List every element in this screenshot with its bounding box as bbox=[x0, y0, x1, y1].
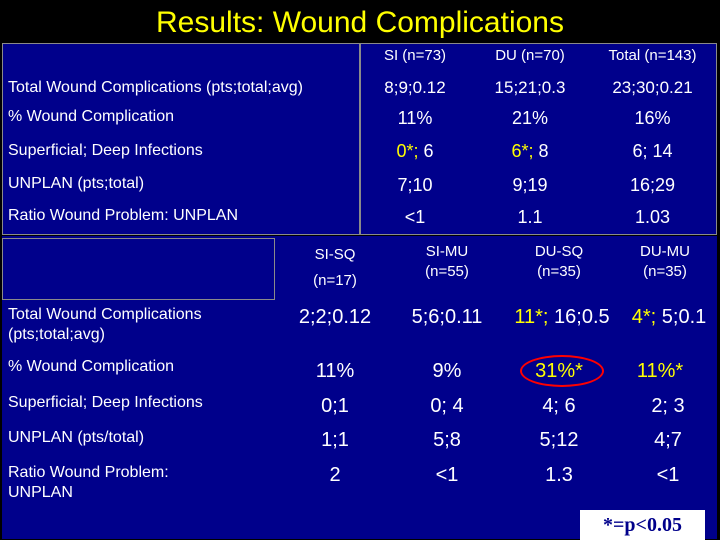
row-label-infections: Superficial; Deep Infections bbox=[8, 394, 203, 411]
cell-du-mu-pct: 11%* bbox=[636, 360, 684, 382]
header-name: SI-SQ bbox=[314, 246, 356, 263]
cell-du-sq-unplan: 5;12 bbox=[539, 429, 579, 451]
cell-si-ratio: <1 bbox=[404, 207, 426, 227]
cell-si-sq-unplan: 1;1 bbox=[321, 429, 349, 451]
cell-du-sq-total: 11*; 16;0.5 bbox=[504, 306, 620, 329]
header-si-sq: SI-SQ (n=17) bbox=[280, 242, 390, 294]
header-name: DU-MU bbox=[640, 243, 690, 260]
significant-value: 6*; bbox=[511, 141, 534, 161]
header-si: SI (n=73) bbox=[383, 47, 447, 64]
significant-value: 4*; bbox=[631, 306, 657, 328]
cell-si-pct: 11% bbox=[397, 108, 433, 128]
plain-value: 6 bbox=[423, 141, 434, 161]
cell-du-mu-ratio: <1 bbox=[656, 464, 680, 486]
subgroup-table-panel bbox=[2, 236, 717, 539]
subgroup-table-corner-box bbox=[2, 238, 275, 300]
cell-si-unplan: 7;10 bbox=[397, 175, 433, 195]
cell-du-infections: 6*; 8 bbox=[470, 141, 590, 162]
cell-all-total: 23;30;0.21 bbox=[612, 78, 693, 97]
row-label-unplan: UNPLAN (pts/total) bbox=[8, 429, 145, 446]
cell-si-sq-ratio: 2 bbox=[329, 464, 341, 486]
cell-si-mu-total: 5;6;0.11 bbox=[411, 306, 483, 328]
header-du: DU (n=70) bbox=[495, 47, 565, 64]
row-label-total-complications: Total Wound Complications (pts;total;avg… bbox=[8, 79, 303, 96]
cell-du-mu-infections: 2; 3 bbox=[651, 395, 685, 417]
cell-du-unplan: 9;19 bbox=[512, 175, 548, 195]
cell-all-infections: 6; 14 bbox=[632, 141, 673, 161]
cell-all-pct: 16% bbox=[634, 108, 671, 128]
header-n: (n=35) bbox=[643, 263, 687, 280]
cell-si-sq-pct: 11% bbox=[315, 360, 355, 382]
slide-title: Results: Wound Complications bbox=[156, 6, 564, 39]
cell-si-total: 8;9;0.12 bbox=[384, 78, 446, 97]
header-name: DU-SQ bbox=[534, 243, 584, 260]
cell-du-total: 15;21;0.3 bbox=[494, 78, 566, 97]
cell-du-mu-unplan: 4;7 bbox=[654, 429, 682, 451]
cell-si-mu-infections: 0; 4 bbox=[430, 395, 464, 417]
plain-value: 16;0.5 bbox=[554, 306, 610, 328]
row-label-infections: Superficial; Deep Infections bbox=[8, 142, 203, 159]
cell-si-infections: 0*; 6 bbox=[360, 141, 470, 162]
cell-si-sq-infections: 0;1 bbox=[321, 395, 349, 417]
significant-value: 11*; bbox=[514, 306, 549, 328]
summary-table-label-box bbox=[2, 43, 360, 235]
cell-du-sq-infections: 4; 6 bbox=[542, 395, 576, 417]
header-n: (n=55) bbox=[425, 263, 469, 280]
header-n: (n=17) bbox=[313, 272, 357, 289]
row-label-total-complications: Total Wound Complications (pts;total;avg… bbox=[8, 306, 202, 343]
significance-circle bbox=[520, 355, 604, 387]
significance-footnote: *=p<0.05 bbox=[580, 510, 705, 540]
row-label-ratio: Ratio Wound Problem: UNPLAN bbox=[8, 464, 169, 501]
cell-si-sq-total: 2;2;0.12 bbox=[298, 306, 372, 328]
header-si-mu: SI-MU (n=55) bbox=[392, 242, 502, 282]
header-du-mu: DU-MU (n=35) bbox=[610, 242, 720, 282]
cell-all-unplan: 16;29 bbox=[629, 175, 676, 195]
header-name: SI-MU bbox=[425, 243, 469, 260]
header-n: (n=35) bbox=[537, 263, 581, 280]
plain-value: 5;0.1 bbox=[661, 306, 707, 328]
significant-value: 0*; bbox=[396, 141, 419, 161]
cell-du-pct: 21% bbox=[511, 108, 549, 128]
header-du-sq: DU-SQ (n=35) bbox=[504, 242, 614, 282]
cell-si-mu-unplan: 5;8 bbox=[433, 429, 461, 451]
cell-du-sq-pct: 31%* bbox=[535, 360, 583, 382]
cell-du-sq-ratio: 1.3 bbox=[545, 464, 573, 486]
row-label-ratio: Ratio Wound Problem: UNPLAN bbox=[8, 207, 239, 224]
cell-du-mu-total: 4*; 5;0.1 bbox=[620, 306, 718, 329]
row-label-pct-complication: % Wound Complication bbox=[8, 358, 175, 375]
header-total: Total (n=143) bbox=[608, 47, 697, 64]
summary-table-value-box bbox=[360, 43, 717, 235]
row-label-unplan: UNPLAN (pts;total) bbox=[8, 175, 145, 192]
row-label-pct-complication: % Wound Complication bbox=[8, 108, 175, 125]
cell-si-mu-ratio: <1 bbox=[435, 464, 459, 486]
cell-si-mu-pct: 9% bbox=[432, 360, 462, 382]
cell-du-ratio: 1.1 bbox=[517, 207, 543, 227]
cell-all-ratio: 1.03 bbox=[634, 207, 671, 227]
plain-value: 8 bbox=[538, 141, 549, 161]
